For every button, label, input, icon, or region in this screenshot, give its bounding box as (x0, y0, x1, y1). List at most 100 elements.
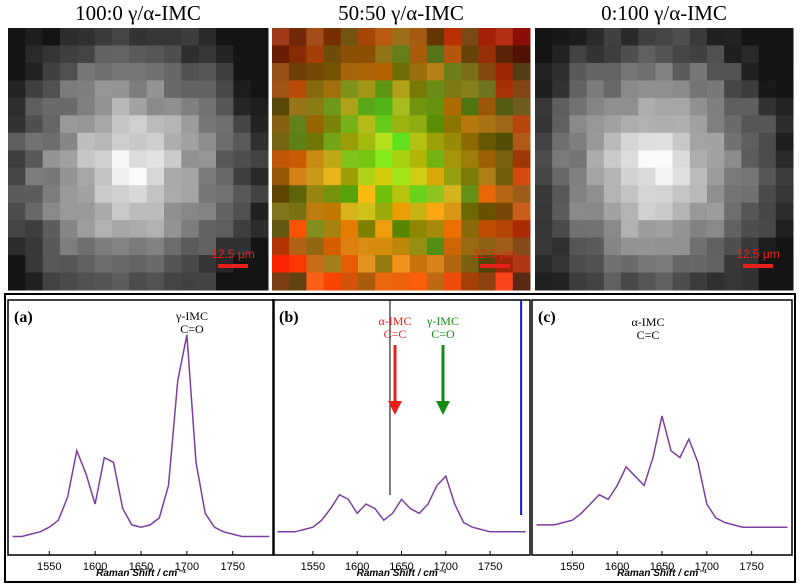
pixel (216, 28, 234, 46)
pixel (758, 237, 777, 256)
pixel (638, 28, 656, 46)
pixel (535, 80, 553, 99)
pixel (164, 132, 182, 151)
x-tick-label: 1700 (175, 561, 199, 573)
pixel (340, 28, 359, 46)
pixel (181, 132, 200, 151)
pixel (42, 237, 61, 256)
pixel (741, 185, 760, 204)
pixel (358, 28, 376, 46)
pixel (758, 272, 777, 291)
pixel (60, 132, 78, 151)
pixel (775, 97, 794, 116)
pixel (42, 220, 61, 239)
pixel (478, 132, 497, 151)
pixel (289, 62, 307, 81)
pixel (146, 28, 165, 46)
pixel (94, 97, 113, 116)
pixel (512, 220, 531, 239)
pixel (77, 167, 96, 186)
annotation: γ-IMC (426, 314, 459, 328)
pixel (340, 220, 359, 239)
spectrum (536, 415, 788, 528)
pixel (603, 97, 622, 116)
pixel (758, 167, 777, 186)
pixel (495, 45, 514, 64)
pixel (306, 115, 325, 134)
x-tick-label: 1550 (37, 561, 61, 573)
pixel (409, 62, 428, 81)
pixel (146, 115, 165, 134)
pixel (672, 255, 691, 274)
pixel (512, 185, 531, 204)
pixel (409, 167, 428, 186)
pixel (535, 167, 553, 186)
pixel (112, 202, 130, 221)
pixel (535, 220, 553, 239)
pixel (129, 28, 148, 46)
pixel (409, 237, 428, 256)
pixel (603, 255, 622, 274)
pixel (181, 80, 200, 99)
pixel (741, 167, 760, 186)
pixel (478, 97, 497, 116)
pixel (375, 185, 393, 204)
pixel (586, 80, 605, 99)
pixel (8, 62, 26, 81)
pixel (164, 237, 182, 256)
pixel (306, 185, 325, 204)
pixel (512, 150, 531, 169)
pixel (444, 202, 462, 221)
scale-bar (218, 264, 248, 268)
pixel (741, 80, 760, 99)
pixel (638, 132, 656, 151)
pixel (323, 220, 342, 239)
pixel (724, 80, 742, 99)
pixel (603, 45, 622, 64)
pixel (461, 62, 479, 81)
scale-bar-label: 12.5 μm (736, 247, 780, 261)
pixel (77, 45, 96, 64)
pixel (638, 115, 656, 134)
pixel (512, 132, 531, 151)
pixel (375, 167, 393, 186)
pixel (603, 220, 622, 239)
pixel (77, 62, 96, 81)
scale-bar (480, 264, 510, 268)
pixel (552, 237, 570, 256)
pixel (758, 28, 777, 46)
pixel (25, 28, 44, 46)
pixel (603, 132, 622, 151)
pixel (272, 185, 290, 204)
pixel (42, 45, 61, 64)
pixel (112, 45, 130, 64)
pixel (112, 62, 130, 81)
pixel (25, 80, 44, 99)
pixel (655, 62, 674, 81)
pixel (775, 80, 794, 99)
pixel (461, 132, 479, 151)
pixel (146, 202, 165, 221)
pixel (112, 132, 130, 151)
pixel (741, 237, 760, 256)
pixel (164, 150, 182, 169)
pixel (306, 255, 325, 274)
pixel (535, 62, 553, 81)
pixel (569, 132, 588, 151)
x-tick-label: 1550 (560, 561, 584, 573)
pixel (77, 97, 96, 116)
pixel (216, 132, 234, 151)
pixel (586, 237, 605, 256)
pixel (146, 255, 165, 274)
pixel (340, 237, 359, 256)
pixel (94, 80, 113, 99)
pixel (426, 62, 445, 81)
pixel (164, 185, 182, 204)
pixel (250, 272, 269, 291)
pixel (409, 28, 428, 46)
pixel (621, 28, 639, 46)
pixel (392, 255, 411, 274)
annotation: α-IMC (379, 314, 412, 328)
pixel (8, 220, 26, 239)
pixel (289, 80, 307, 99)
